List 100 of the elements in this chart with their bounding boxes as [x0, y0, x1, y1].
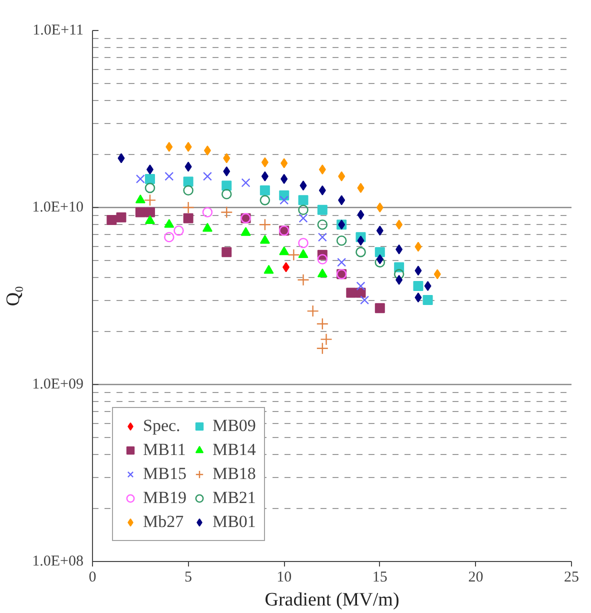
point [106, 214, 117, 225]
point [414, 266, 422, 276]
point [317, 254, 328, 264]
legend-label: MB21 [212, 488, 256, 508]
point [202, 207, 213, 218]
x-tick-label: 20 [468, 570, 484, 586]
point [164, 172, 174, 181]
point [298, 249, 308, 258]
legend-label: MB18 [212, 464, 256, 484]
point [298, 238, 308, 248]
point [374, 257, 386, 268]
point [357, 236, 364, 246]
point [424, 281, 432, 292]
point [316, 318, 329, 330]
point [183, 176, 194, 187]
point [394, 269, 404, 280]
point [414, 242, 422, 252]
point [376, 254, 384, 264]
point [220, 206, 233, 218]
point [184, 162, 192, 172]
point [144, 182, 156, 194]
point [298, 195, 308, 206]
point [376, 226, 384, 236]
point [223, 153, 230, 164]
point [166, 142, 173, 152]
point [316, 342, 329, 354]
point [300, 180, 307, 191]
point [357, 210, 364, 220]
point [241, 178, 250, 188]
point [338, 195, 346, 206]
point [434, 269, 441, 280]
y-tick-label: 1.0E+08 [32, 554, 84, 570]
point [318, 185, 326, 196]
point [357, 182, 364, 193]
point [136, 174, 145, 184]
y-tick-label: 1.0E+09 [32, 376, 84, 392]
point [280, 174, 288, 184]
point [260, 234, 270, 244]
x-tick-label: 5 [184, 570, 192, 586]
legend-label: MB11 [143, 440, 186, 460]
legend-label: MB01 [212, 512, 256, 532]
point [146, 164, 154, 174]
legend-label: Spec. [143, 416, 180, 436]
y-axis-title: Q₀ [3, 286, 24, 306]
x-tick-label: 25 [564, 570, 579, 586]
point [396, 244, 403, 254]
point [317, 268, 328, 278]
point [240, 227, 251, 236]
legend-label: Mb27 [143, 512, 184, 532]
point [374, 303, 385, 314]
point [261, 171, 268, 182]
x-tick-label: 10 [276, 570, 292, 586]
x-tick-label: 15 [372, 570, 388, 586]
point [260, 185, 270, 196]
point [297, 274, 310, 286]
point [144, 215, 155, 224]
point [118, 153, 125, 164]
y-tick-label: 1.0E+10 [32, 200, 84, 216]
point [144, 207, 155, 218]
y-tick-label: 1.0E+11 [32, 22, 84, 38]
legend-label: MB09 [212, 416, 256, 436]
point [223, 166, 230, 176]
point [280, 196, 289, 205]
point [356, 246, 366, 258]
point [282, 262, 290, 272]
x-tick-label: 0 [88, 570, 96, 586]
point [413, 281, 424, 292]
point [320, 333, 332, 346]
point [356, 282, 366, 291]
legend-label: MB14 [212, 440, 256, 460]
point [261, 157, 268, 168]
point [116, 212, 126, 222]
point [164, 232, 174, 242]
point [298, 204, 308, 215]
point [258, 218, 272, 231]
point [202, 172, 212, 181]
point [202, 222, 212, 232]
point [396, 274, 403, 285]
point [317, 220, 328, 230]
point [298, 214, 308, 223]
point [306, 304, 319, 318]
point [221, 188, 232, 200]
point [183, 213, 194, 224]
point [360, 296, 370, 305]
point [174, 226, 184, 236]
point [414, 292, 422, 303]
point [264, 264, 274, 274]
point [164, 218, 174, 228]
point [376, 202, 384, 212]
point [222, 180, 232, 191]
point [338, 171, 346, 182]
point [280, 158, 288, 168]
point [374, 247, 385, 258]
point [337, 258, 346, 267]
point [396, 220, 403, 230]
point [144, 174, 155, 184]
point [318, 232, 327, 242]
point [144, 194, 156, 206]
point [422, 295, 433, 306]
point [182, 201, 194, 214]
